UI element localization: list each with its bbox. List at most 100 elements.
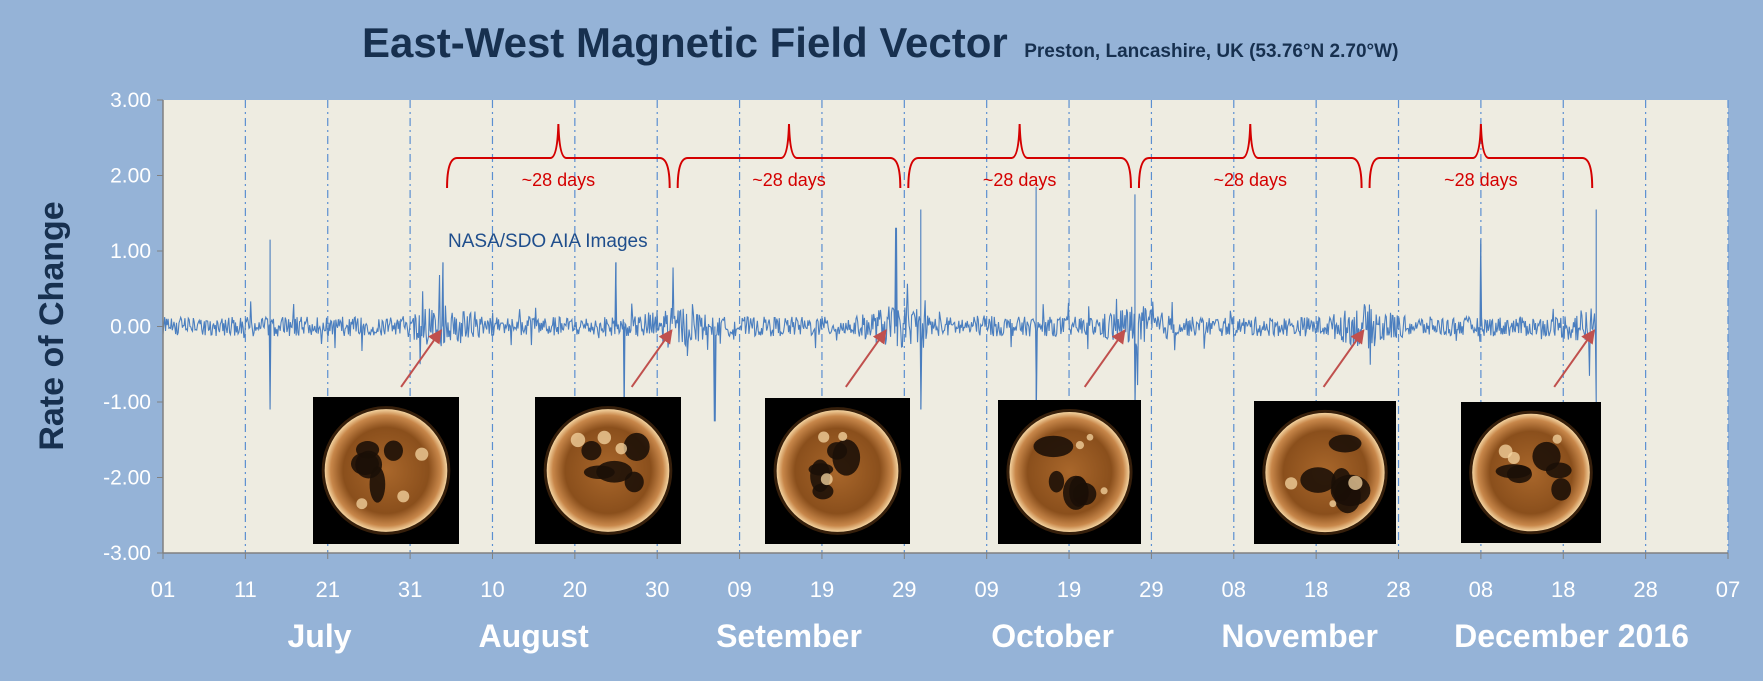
- chart-subtitle: Preston, Lancashire, UK (53.76°N 2.70°W): [1024, 41, 1398, 62]
- active-region: [1329, 500, 1337, 508]
- x-tick-label: 18: [1551, 577, 1575, 602]
- cycle-label: ~28 days: [522, 170, 596, 190]
- sun-image-5: [1254, 401, 1396, 544]
- coronal-hole: [383, 440, 403, 461]
- x-tick-label: 08: [1222, 577, 1246, 602]
- coronal-hole: [1328, 434, 1362, 453]
- sun-image-2: [535, 397, 681, 544]
- month-label: November: [1221, 618, 1378, 654]
- x-tick-label: 19: [1057, 577, 1081, 602]
- coronal-hole: [581, 440, 602, 461]
- active-region: [1552, 434, 1562, 444]
- cycle-brace: [907, 123, 1132, 189]
- cycle-brace: [1368, 123, 1594, 189]
- coronal-hole: [624, 471, 644, 493]
- coronal-hole: [1551, 478, 1572, 501]
- y-tick-label: -2.00: [103, 467, 151, 490]
- x-tick-label: 19: [810, 577, 834, 602]
- image-source-note: NASA/SDO AIA Images: [448, 231, 648, 252]
- y-tick-labels: 3.00 2.00 1.00 0.00 -1.00 -2.00 -3.00: [103, 89, 163, 565]
- coronal-hole: [808, 463, 834, 476]
- coronal-hole: [1048, 470, 1065, 493]
- active-region: [838, 431, 848, 441]
- active-region: [356, 498, 368, 510]
- cycle-label: ~28 days: [1213, 170, 1287, 190]
- active-region: [615, 442, 627, 455]
- annotation-arrow: [1322, 329, 1365, 388]
- cycle-brace: [446, 123, 671, 189]
- active-region: [1507, 451, 1520, 465]
- y-tick-label: -3.00: [103, 542, 151, 565]
- y-tick-label: 1.00: [110, 240, 151, 263]
- x-tick-label: 21: [315, 577, 339, 602]
- active-region: [415, 447, 429, 461]
- coronal-hole: [1545, 462, 1572, 479]
- y-tick-label: -1.00: [103, 391, 151, 414]
- cycle-brace: [1137, 123, 1363, 189]
- cycle-label: ~28 days: [1444, 170, 1518, 190]
- cycle-brace: [676, 123, 902, 189]
- cycle-annotations: ~28 days ~28 days ~28 days ~28 days ~28 days: [446, 123, 1594, 190]
- x-tick-label: 29: [1139, 577, 1163, 602]
- x-tick-label: 20: [563, 577, 587, 602]
- chart-title-main: East-West Magnetic Field Vector: [362, 19, 1008, 66]
- series-line: [162, 186, 1597, 422]
- active-region: [1100, 487, 1108, 495]
- month-label: Setember: [716, 618, 862, 654]
- coronal-hole: [623, 432, 650, 461]
- x-tick-label: 01: [151, 577, 175, 602]
- x-tick-label: 29: [892, 577, 916, 602]
- active-region: [818, 431, 830, 443]
- month-label: December 2016: [1454, 618, 1689, 654]
- month-label: October: [991, 618, 1114, 654]
- coronal-hole: [812, 483, 834, 500]
- y-tick-label: 3.00: [110, 89, 151, 112]
- sun-images: [313, 397, 1601, 544]
- coronal-hole: [1069, 476, 1088, 507]
- month-labels: July August Setember October November Decembe…: [287, 618, 1688, 654]
- cycle-label: ~28 days: [752, 170, 826, 190]
- month-label: August: [479, 618, 590, 654]
- y-tick-label: 0.00: [110, 316, 151, 339]
- active-region: [820, 473, 833, 486]
- x-tick-label: 09: [974, 577, 998, 602]
- arrow-annotations: [400, 329, 1596, 388]
- coronal-hole: [1033, 435, 1074, 458]
- x-tick-label: 30: [645, 577, 669, 602]
- month-label: July: [287, 618, 351, 654]
- y-tick-label: 2.00: [110, 165, 151, 188]
- coronal-hole: [350, 452, 379, 475]
- x-tick-label: 10: [480, 577, 504, 602]
- active-region: [1086, 433, 1094, 441]
- grid-lines: [244, 100, 1729, 553]
- y-axis-label: Rate of Change: [33, 201, 71, 450]
- active-region: [1285, 477, 1298, 490]
- x-tick-label: 11: [234, 577, 257, 602]
- x-tick-label: 18: [1304, 577, 1328, 602]
- coronal-hole: [1495, 464, 1532, 479]
- x-tick-label: 08: [1469, 577, 1493, 602]
- annotation-arrow: [400, 329, 442, 388]
- annotation-arrow: [1553, 329, 1596, 388]
- x-tick-label: 31: [398, 577, 422, 602]
- sun-image-6: [1461, 402, 1601, 543]
- cycle-label: ~28 days: [983, 170, 1057, 190]
- series-group: [162, 186, 1597, 422]
- sun-image-1: [313, 397, 459, 544]
- chart-title: East-West Magnetic Field Vector Preston,…: [362, 19, 1398, 66]
- x-tick-label: 28: [1633, 577, 1657, 602]
- coronal-hole: [355, 441, 380, 459]
- coronal-hole: [1300, 467, 1336, 493]
- coronal-hole: [832, 439, 861, 476]
- x-tick-labels: 01 11 21 31 10 20 30 09 19 29 09 19 29 08 18 28 08 18 28 07: [151, 553, 1740, 602]
- annotation-arrow: [845, 329, 887, 388]
- x-tick-label: 07: [1716, 577, 1740, 602]
- x-tick-label: 28: [1386, 577, 1410, 602]
- active-region: [597, 430, 612, 445]
- sun-image-4: [998, 400, 1141, 544]
- sun-disk: [1009, 411, 1130, 533]
- annotation-arrow: [1083, 329, 1126, 388]
- active-region: [1075, 441, 1085, 450]
- x-tick-label: 09: [727, 577, 751, 602]
